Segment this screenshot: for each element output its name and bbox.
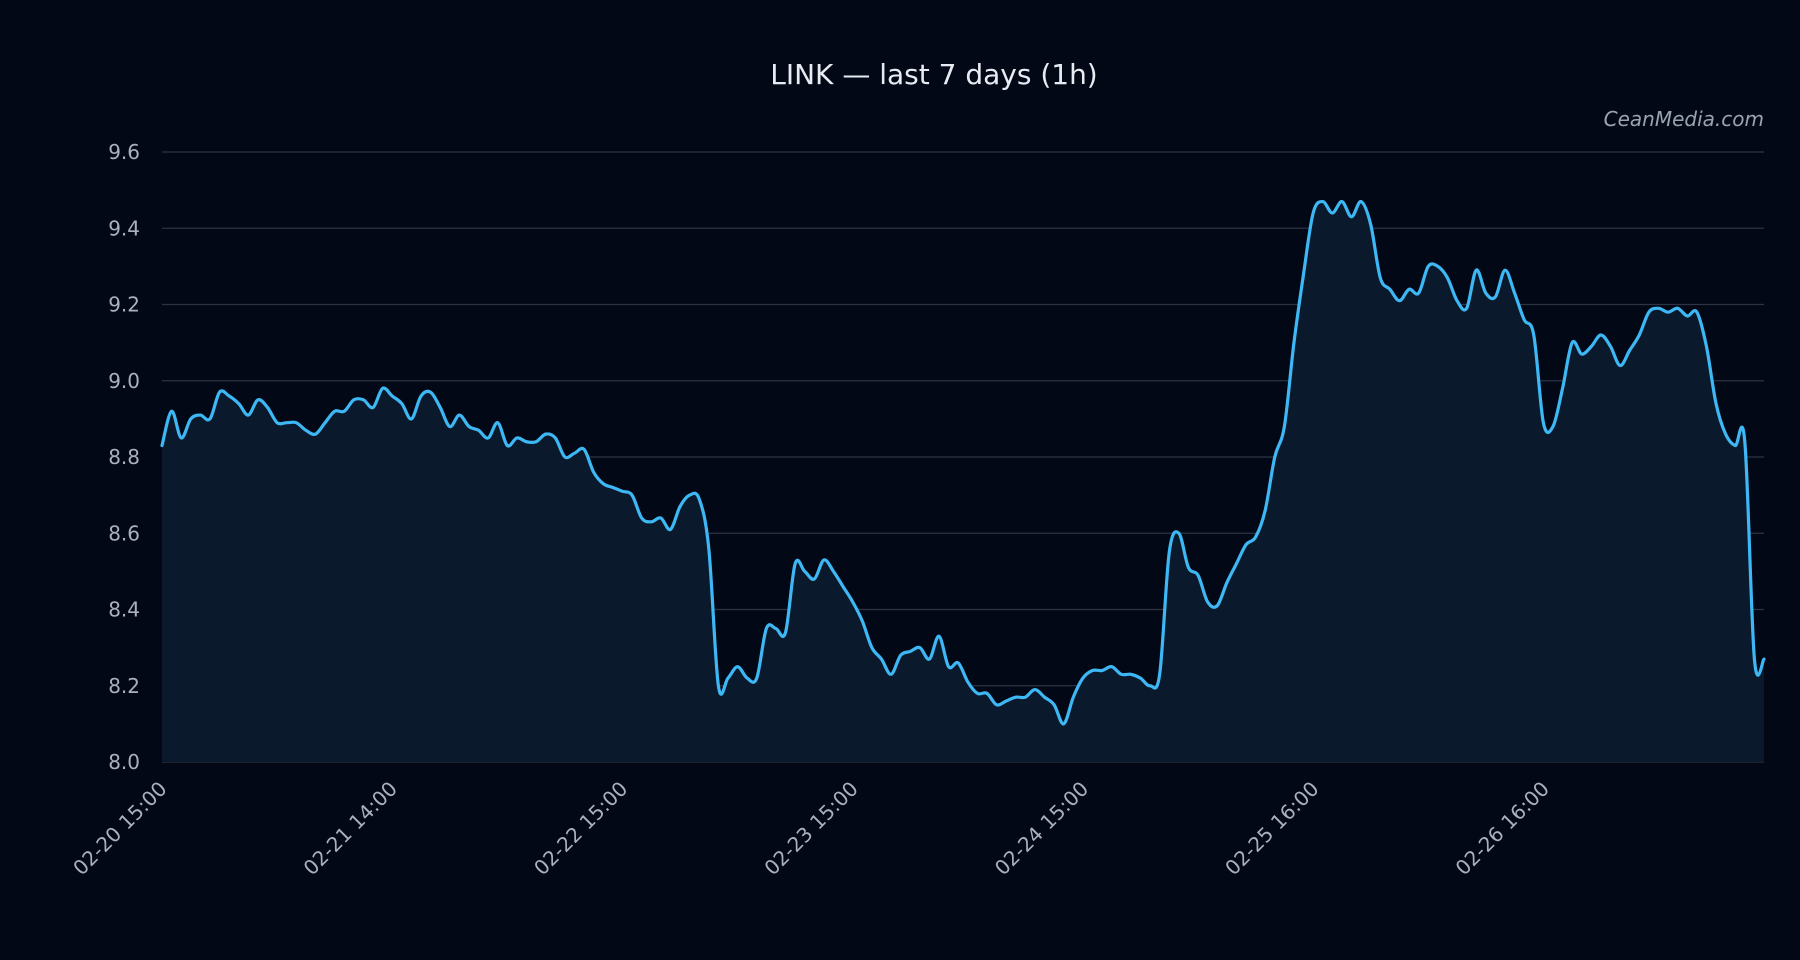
y-tick-label: 9.0	[108, 369, 140, 393]
y-tick-label: 9.4	[108, 216, 140, 240]
y-tick-label: 8.2	[108, 674, 140, 698]
price-line	[160, 199, 1766, 726]
chart-title: LINK — last 7 days (1h)	[770, 58, 1097, 91]
y-tick-label: 9.6	[108, 140, 140, 164]
y-tick-label: 8.8	[108, 445, 140, 469]
y-tick-label: 8.4	[108, 598, 140, 622]
watermark-text: CeanMedia.com	[1604, 107, 1764, 131]
price-area-fill	[162, 201, 1764, 762]
y-tick-label: 8.0	[108, 750, 140, 774]
y-tick-label: 9.2	[108, 293, 140, 317]
y-tick-label: 8.6	[108, 521, 140, 545]
y-axis: 8.0 8.2 8.4 8.6 8.8 9.0 9.2 9.4 9.6	[108, 140, 140, 774]
